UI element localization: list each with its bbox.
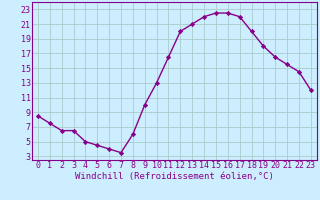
X-axis label: Windchill (Refroidissement éolien,°C): Windchill (Refroidissement éolien,°C) xyxy=(75,172,274,181)
